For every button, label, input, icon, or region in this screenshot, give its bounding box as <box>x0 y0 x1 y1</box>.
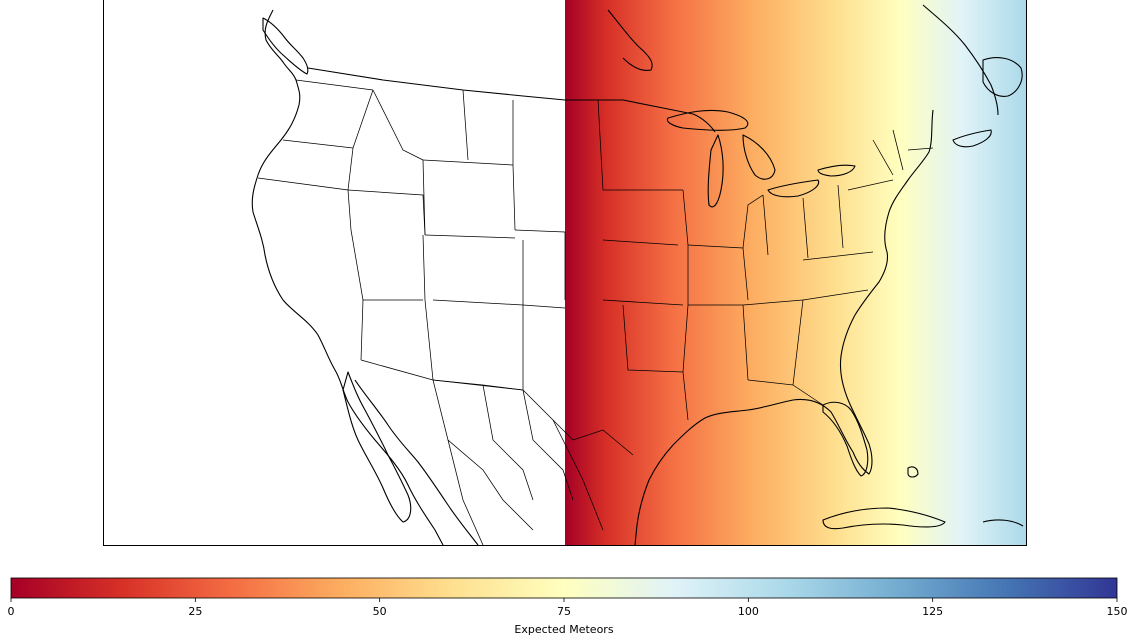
colorbar-tick-label: 125 <box>922 605 943 618</box>
map-svg <box>103 0 1026 545</box>
colorbar-label: Expected Meteors <box>514 623 613 636</box>
cuba <box>822 507 946 530</box>
lake-michigan <box>707 134 724 208</box>
baja-california <box>342 371 412 523</box>
lake-erie <box>767 179 820 198</box>
colorbar-tick-label: 50 <box>373 605 387 618</box>
colorbar-tick-label: 150 <box>1107 605 1128 618</box>
colorbar-tick-label: 0 <box>8 605 15 618</box>
canada-us-border <box>307 67 716 133</box>
map-outlines <box>251 4 1024 545</box>
colorbar-tick-label: 75 <box>557 605 571 618</box>
lake-ontario <box>817 164 856 177</box>
atlantic-coastline <box>839 109 934 475</box>
newfoundland <box>982 57 1023 97</box>
vancouver-island <box>262 17 309 75</box>
hispaniola <box>982 519 1024 527</box>
lake-superior <box>666 109 749 131</box>
bahamas <box>907 466 919 478</box>
colorbar-tick-label: 100 <box>738 605 759 618</box>
florida-peninsula <box>822 401 869 477</box>
nova-scotia <box>952 129 992 148</box>
map-panel <box>103 0 1026 545</box>
state-borders <box>257 79 934 421</box>
pacific-coastline <box>251 9 444 545</box>
gulf-coastline <box>634 398 854 545</box>
labrador-coast <box>922 4 999 116</box>
hudson-bay-coast <box>607 9 653 71</box>
colorbar: 0 25 50 75 100 125 150 Expected Meteors <box>8 577 1128 636</box>
colorbar-ticks: 0 25 50 75 100 125 150 <box>8 598 1128 618</box>
mexico-west-coast <box>354 379 479 545</box>
expected-meteors-field <box>565 0 1026 545</box>
colorbar-bar <box>10 577 1118 599</box>
lake-huron <box>742 134 776 180</box>
colorbar-tick-label: 25 <box>188 605 202 618</box>
mexico-borders <box>360 359 634 545</box>
